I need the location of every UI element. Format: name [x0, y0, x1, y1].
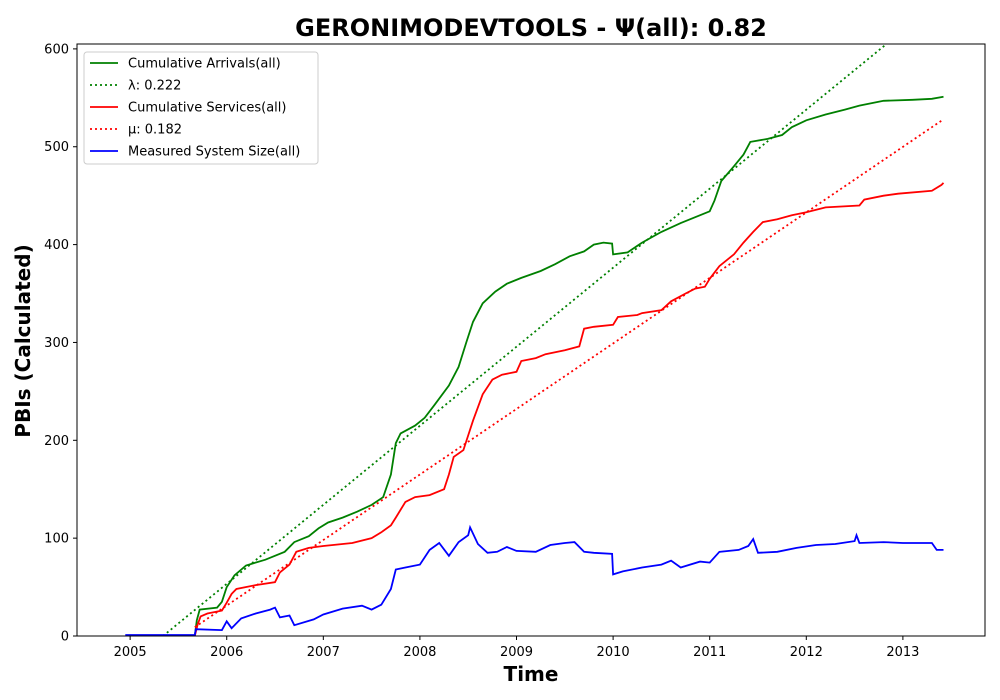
series-line-5 [125, 524, 944, 636]
x-tick-label: 2008 [403, 645, 436, 660]
y-axis-label: PBIs (Calculated) [11, 244, 35, 437]
y-axis: 0 100 200 300 400 500 600 [44, 42, 77, 645]
series-line-2 [162, 44, 888, 636]
legend-label: μ: 0.182 [128, 123, 182, 138]
x-tick-label: 2006 [210, 645, 243, 660]
x-tick-label: 2010 [597, 645, 630, 660]
x-tick-label: 2011 [693, 645, 726, 660]
legend-label: Cumulative Arrivals(all) [128, 57, 281, 72]
x-tick-label: 2005 [114, 645, 147, 660]
legend-label: Measured System Size(all) [128, 145, 300, 160]
x-tick-label: 2007 [307, 645, 340, 660]
x-tick-label: 2013 [886, 645, 919, 660]
plot-frame [76, 43, 986, 637]
series-line-4 [194, 118, 945, 628]
y-tick-label: 400 [44, 238, 69, 253]
y-tick-label: 300 [44, 336, 69, 351]
y-tick-label: 600 [44, 42, 69, 57]
y-tick-label: 0 [61, 630, 69, 645]
y-tick-label: 100 [44, 532, 69, 547]
y-tick-label: 200 [44, 434, 69, 449]
x-axis-label: Time [504, 662, 559, 686]
series-line-1 [193, 95, 944, 636]
series-line-3 [193, 182, 945, 636]
legend-box [83, 51, 319, 165]
x-tick-label: 2012 [790, 645, 823, 660]
x-axis: 2005 2006 2007 2008 2009 2010 2011 2012 2013 [114, 636, 919, 660]
x-tick-label: 2009 [500, 645, 533, 660]
y-tick-label: 500 [44, 140, 69, 155]
legend-label: λ: 0.222 [128, 79, 181, 94]
legend-label: Cumulative Services(all) [128, 101, 286, 116]
legend: Cumulative Arrivals(all) λ: 0.222 Cumulati… [83, 51, 319, 165]
chart-title: GERONIMODEVTOOLS - Ψ(all): 0.82 [295, 14, 767, 42]
plot-area [76, 43, 986, 637]
